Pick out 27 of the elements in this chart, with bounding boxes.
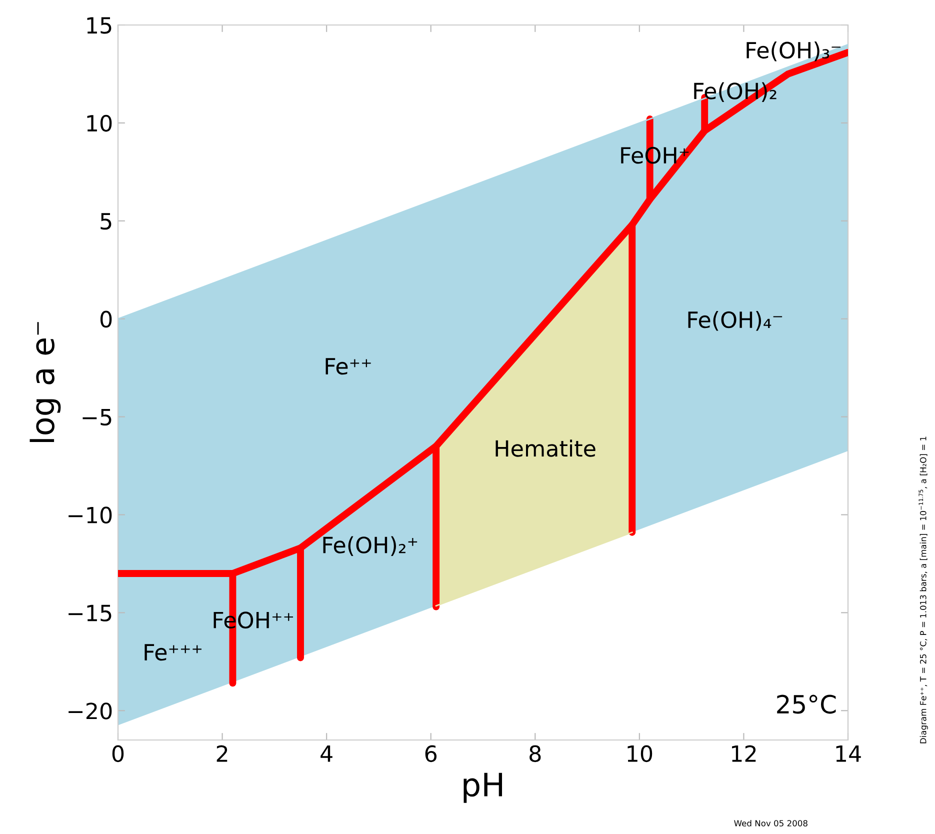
x-tick-label: 14 bbox=[836, 746, 861, 762]
x-tick-label: 8 bbox=[530, 745, 541, 762]
annotation: Fe(OH)₃⁻ bbox=[746, 41, 840, 62]
y-tick-label: −5 bbox=[82, 409, 112, 426]
x-tick-label: 2 bbox=[216, 745, 228, 762]
x-tick-label: 4 bbox=[320, 746, 332, 762]
y-tick-label: −10 bbox=[68, 506, 112, 524]
x-axis-title: pH bbox=[464, 772, 502, 803]
y-tick-label: 15 bbox=[87, 17, 112, 34]
annotation: Fe(OH)₂⁺ bbox=[323, 536, 418, 556]
y-tick-label: −15 bbox=[68, 604, 112, 622]
x-tick-label: 10 bbox=[628, 745, 652, 762]
text: Diagram Fe⁺⁺, T = 25 °C, P = 1.013 bars, a [main] = 10$^{−11.75}$, a [H₂O] = 1 bbox=[918, 436, 928, 744]
y-tick-label: 5 bbox=[100, 213, 112, 230]
x-tick-label: 0 bbox=[112, 745, 124, 762]
annotation: Fe⁺⁺ bbox=[326, 358, 371, 375]
y-tick-label: 0 bbox=[100, 310, 112, 328]
x-tick-label: 6 bbox=[425, 745, 437, 762]
y-tick-label: −20 bbox=[68, 702, 112, 720]
annotation: 25°C bbox=[777, 694, 836, 714]
annotation: Fe⁺⁺⁺ bbox=[144, 644, 202, 661]
y-axis-title: log a e⁻ bbox=[30, 322, 61, 442]
x-tick-label: 12 bbox=[732, 745, 756, 762]
annotation: Hematite bbox=[496, 440, 596, 457]
y-tick-label: 10 bbox=[87, 114, 112, 132]
text: Wed Nov 05 2008 bbox=[734, 820, 808, 826]
annotation: Fe(OH)₄⁻ bbox=[688, 310, 782, 331]
